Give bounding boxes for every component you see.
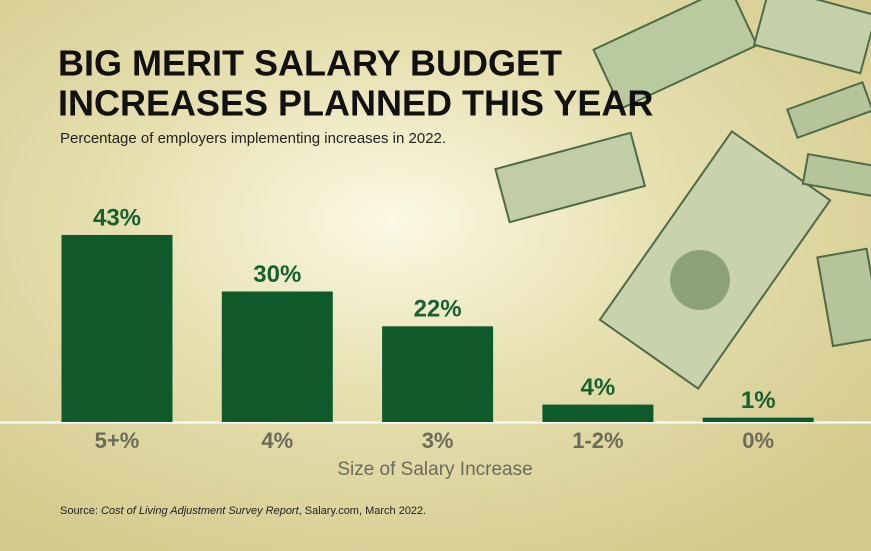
value-label: 22% — [414, 296, 462, 323]
bar — [221, 291, 333, 422]
source-title: Cost of Living Adjustment Survey Report — [101, 505, 300, 517]
value-label: 1% — [741, 387, 776, 414]
bar — [702, 417, 814, 422]
x-tick-label: 3% — [422, 428, 454, 453]
x-tick-label: 4% — [261, 428, 293, 453]
x-tick-label: 0% — [742, 428, 774, 453]
source-note: Source: Cost of Living Adjustment Survey… — [60, 505, 426, 517]
x-axis-label: Size of Salary Increase — [337, 459, 532, 480]
bar — [542, 404, 654, 422]
bar — [382, 326, 494, 422]
money-decoration — [494, 0, 871, 391]
value-label: 4% — [581, 374, 616, 401]
value-label: 43% — [93, 204, 141, 231]
chart-title: BIG MERIT SALARY BUDGET — [58, 43, 562, 84]
x-tick-label: 1-2% — [572, 428, 623, 453]
source-suffix: , Salary.com, March 2022. — [299, 505, 427, 517]
bar — [61, 234, 173, 422]
chart-title: INCREASES PLANNED THIS YEAR — [58, 83, 653, 124]
value-label: 30% — [253, 261, 301, 288]
chart-subtitle: Percentage of employers implementing inc… — [60, 130, 446, 147]
x-tick-label: 5+% — [95, 428, 140, 453]
source-prefix: Source: — [60, 505, 101, 517]
